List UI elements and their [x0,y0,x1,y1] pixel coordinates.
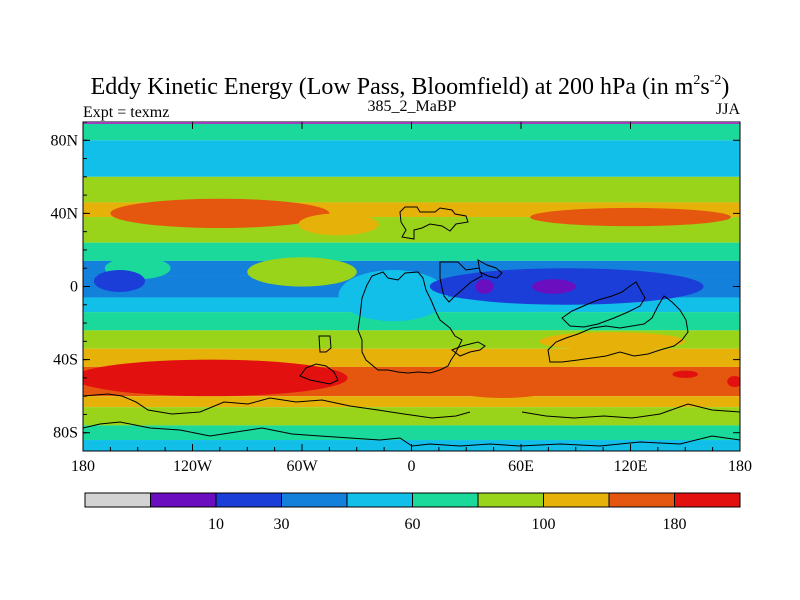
y-tick-label-3: 40S [53,352,78,369]
colorbar-bin-4 [346,492,413,508]
colorbar-label-2: 60 [405,516,421,533]
field-band-0 [83,122,740,141]
coastline-arabia [439,261,483,303]
colorbar-bin-9 [674,492,741,508]
colorbar-bin-8 [608,492,675,508]
coastline-antarctic-shelf-east [521,403,740,419]
coastline-asia-south [477,259,503,279]
colorbar-bin-3 [281,492,348,508]
colorbar-label-0: 10 [208,516,224,533]
coastline-africa [357,271,463,374]
field-region-11 [672,370,699,378]
y-tick-label-2: 0 [70,279,78,296]
field-region-5 [338,270,448,322]
field-band-13 [83,396,740,408]
colorbar-label-1: 30 [274,516,290,533]
field-band-14 [83,407,740,426]
field-region-9 [531,279,576,294]
field-band-15 [83,425,740,441]
field-band-5 [83,242,740,261]
experiment-label: Expt = texmz [83,104,169,121]
colorbar-bin-1 [150,492,217,508]
x-tick-label-3: 0 [408,458,416,475]
ke-field [83,122,740,451]
field-region-8 [475,279,494,294]
x-axis: 180 120W 60W 0 60E 120E 180 [71,122,752,475]
x-tick-label-2: 60W [286,458,318,475]
field-region-13 [448,376,558,398]
coastline-madagascar [450,341,486,357]
colorbar-bin-7 [543,492,610,508]
colorbar-label-3: 100 [532,516,556,533]
x-tick-label-0: 180 [71,458,95,475]
colorbar-label-4: 180 [663,516,687,533]
y-axis: 80N 40N 0 40S 80S [50,121,740,452]
y-tick-label-0: 80N [50,132,78,149]
x-tick-label-1: 120W [173,458,213,475]
y-tick-label-4: 80S [53,425,78,442]
colorbar-bin-2 [215,492,282,508]
coastlines [83,206,740,447]
x-tick-label-4: 60E [508,458,534,475]
coastline-antarctica [83,421,740,447]
colorbar-bin-6 [477,492,544,508]
colorbar: 10 30 60 100 180 [84,492,741,533]
field-region-12 [727,376,740,388]
coastline-maritime [561,281,646,328]
y-tick-label-1: 40N [50,205,78,222]
x-tick-label-5: 120E [614,458,648,475]
coastline-pacific-islands [299,363,339,385]
field-region-10 [83,359,348,397]
field-region-4 [247,257,357,287]
field-band-1 [83,140,740,177]
field-region-14 [539,332,686,351]
coastline-south-america [318,335,332,353]
coastline-north-africa [399,206,469,240]
x-tick-label-6: 180 [728,458,752,475]
coastline-antarctic-shelf-west [83,393,471,419]
season-label: JJA [716,101,740,118]
field-region-2 [298,213,379,236]
field-region-1 [530,207,731,227]
coastline-australia [547,295,689,363]
center-label: 385_2_MaBP [368,98,457,115]
field-band-2 [83,176,740,203]
field-region-7 [93,270,146,292]
colorbar-bin-0 [84,492,151,508]
colorbar-bin-5 [412,492,479,508]
field-band-9 [83,312,740,331]
field-region-0 [110,198,330,229]
chart-title: Eddy Kinetic Energy (Low Pass, Bloomfiel… [91,73,730,100]
